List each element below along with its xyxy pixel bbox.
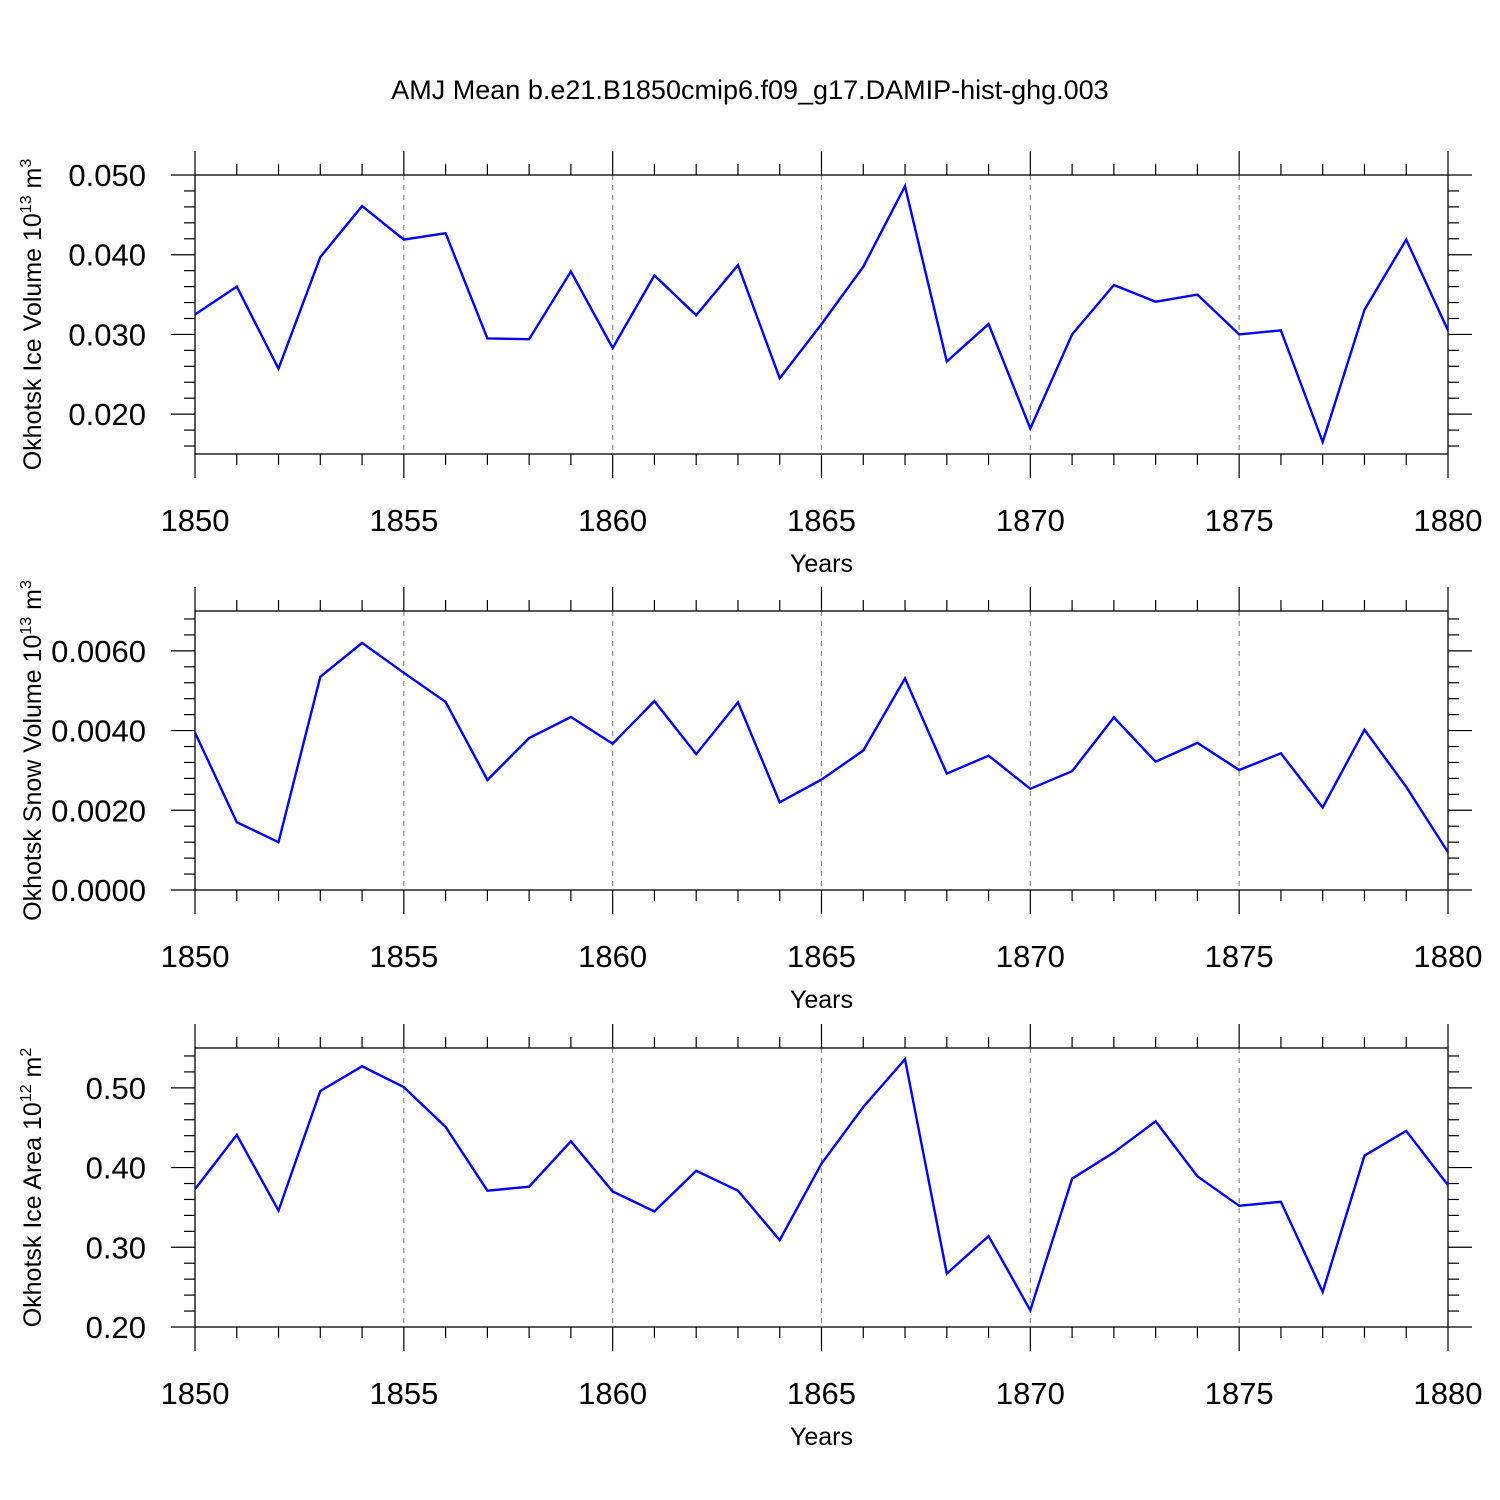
ice-volume-x-tick-label: 1860 [578, 503, 647, 538]
ice-area-x-tick-label: 1875 [1205, 1376, 1274, 1411]
ice-volume-x-axis-label: Years [790, 550, 853, 578]
ice-volume-y-tick-label: 0.030 [68, 317, 146, 352]
snow-volume-x-tick-label: 1850 [161, 939, 230, 974]
ice-area-x-tick-label: 1865 [787, 1376, 856, 1411]
ice-area-x-tick-label: 1870 [996, 1376, 1065, 1411]
ice-volume-y-tick-label: 0.020 [68, 397, 146, 432]
ice-volume-x-tick-label: 1865 [787, 503, 856, 538]
snow-volume-x-tick-label: 1875 [1205, 939, 1274, 974]
ice-volume-y-tick-label: 0.040 [68, 238, 146, 273]
ice-volume-x-tick-label: 1870 [996, 503, 1065, 538]
panels: 1850 1855 1860 1865 1870 1875 1880 0.020 0.030 0.… [18, 151, 1482, 1451]
snow-volume-y-tick-label: 0.0060 [51, 634, 146, 669]
ice-volume-x-tick-label: 1880 [1414, 503, 1483, 538]
ice-area-x-axis-label: Years [790, 1423, 853, 1451]
ice-volume-panel: 1850 1855 1860 1865 1870 1875 1880 0.020 0.030 0.… [18, 151, 1482, 578]
snow-volume-x-tick-label: 1870 [996, 939, 1065, 974]
snow-volume-y-axis-label: Okhotsk Snow Volume 1013 m3 [18, 580, 47, 921]
snow-volume-x-tick-label: 1865 [787, 939, 856, 974]
snow-volume-x-axis-label: Years [790, 986, 853, 1014]
ice-volume-y-axis-label: Okhotsk Ice Volume 1013 m3 [18, 159, 47, 471]
ice-area-x-tick-label: 1860 [578, 1376, 647, 1411]
figure-title: AMJ Mean b.e21.B1850cmip6.f09_g17.DAMIP-… [391, 75, 1108, 105]
ice-area-y-tick-label: 0.20 [86, 1310, 146, 1345]
ice-volume-series-line [194, 182, 1450, 446]
ice-area-x-tick-label: 1880 [1414, 1376, 1483, 1411]
ice-area-y-tick-label: 0.30 [86, 1230, 146, 1265]
ice-area-y-tick-label: 0.40 [86, 1151, 146, 1186]
ice-volume-x-tick-label: 1855 [369, 503, 438, 538]
snow-volume-y-tick-label: 0.0000 [51, 873, 146, 908]
ice-area-panel: 1850 1855 1860 1865 1870 1875 1880 0.20 0.30 0.40… [18, 1024, 1482, 1451]
snow-volume-y-tick-label: 0.0020 [51, 793, 146, 828]
ice-area-series-line [194, 1056, 1449, 1314]
snow-volume-y-tick-label: 0.0040 [51, 714, 146, 749]
snow-volume-x-tick-label: 1880 [1414, 939, 1483, 974]
snow-volume-panel: 1850 1855 1860 1865 1870 1875 1880 0.0000 0.0020… [18, 580, 1482, 1014]
snow-volume-x-tick-label: 1855 [369, 939, 438, 974]
snow-volume-series-line [193, 641, 1450, 853]
ice-area-x-tick-label: 1850 [161, 1376, 230, 1411]
ice-area-x-tick-label: 1855 [369, 1376, 438, 1411]
ice-volume-y-tick-label: 0.050 [68, 158, 146, 193]
ice-area-y-axis-label: Okhotsk Ice Area 1012 m2 [18, 1048, 47, 1328]
ice-area-y-tick-label: 0.50 [86, 1071, 146, 1106]
ice-volume-x-tick-label: 1850 [161, 503, 230, 538]
snow-volume-x-tick-label: 1860 [578, 939, 647, 974]
ice-volume-x-tick-label: 1875 [1205, 503, 1274, 538]
